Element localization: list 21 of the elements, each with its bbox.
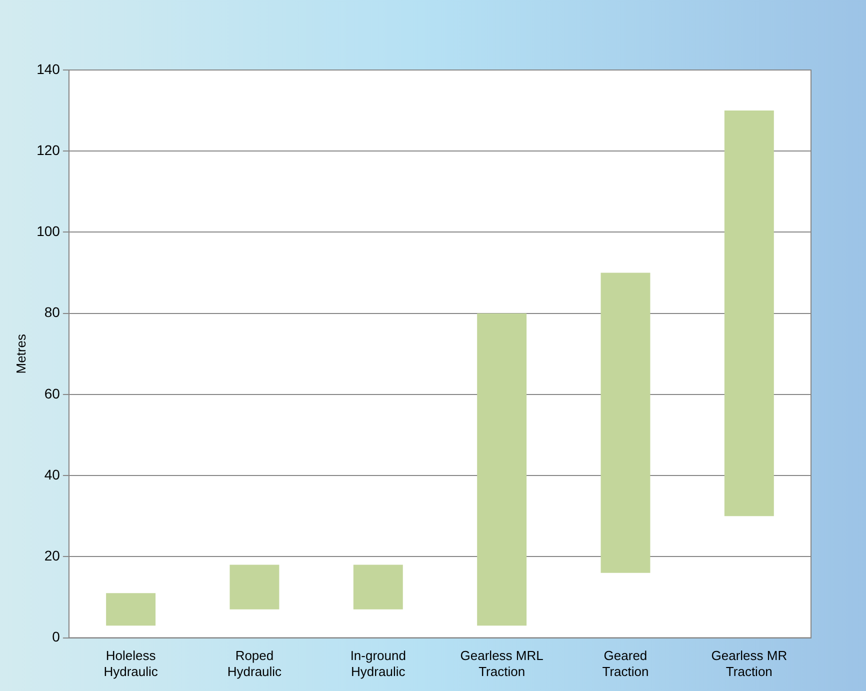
y-tick-label: 100: [36, 223, 60, 240]
bar: [724, 110, 774, 516]
y-tick-label: 0: [52, 628, 60, 645]
y-tick-label: 80: [44, 304, 60, 320]
bar: [353, 564, 403, 610]
x-tick-label: Gearless MR Traction: [711, 648, 788, 679]
x-tick-label: Holeless Hydraulic: [104, 648, 158, 679]
x-tick-label: Geared Traction: [602, 648, 649, 679]
bar: [600, 272, 650, 573]
bar: [477, 313, 527, 626]
bar: [106, 593, 156, 626]
y-tick-label: 60: [44, 385, 60, 402]
y-tick-label: 40: [44, 466, 60, 482]
x-tick-label: Gearless MRL Traction: [460, 648, 544, 679]
x-tick-label: Roped Hydraulic: [227, 648, 282, 679]
y-tick-label: 120: [36, 142, 60, 158]
y-tick-label: 140: [36, 60, 60, 77]
y-axis-title: Metres: [13, 334, 28, 374]
bar: [230, 564, 280, 610]
x-tick-label: In-ground Hydraulic: [350, 648, 406, 679]
y-tick-label: 20: [44, 548, 60, 564]
